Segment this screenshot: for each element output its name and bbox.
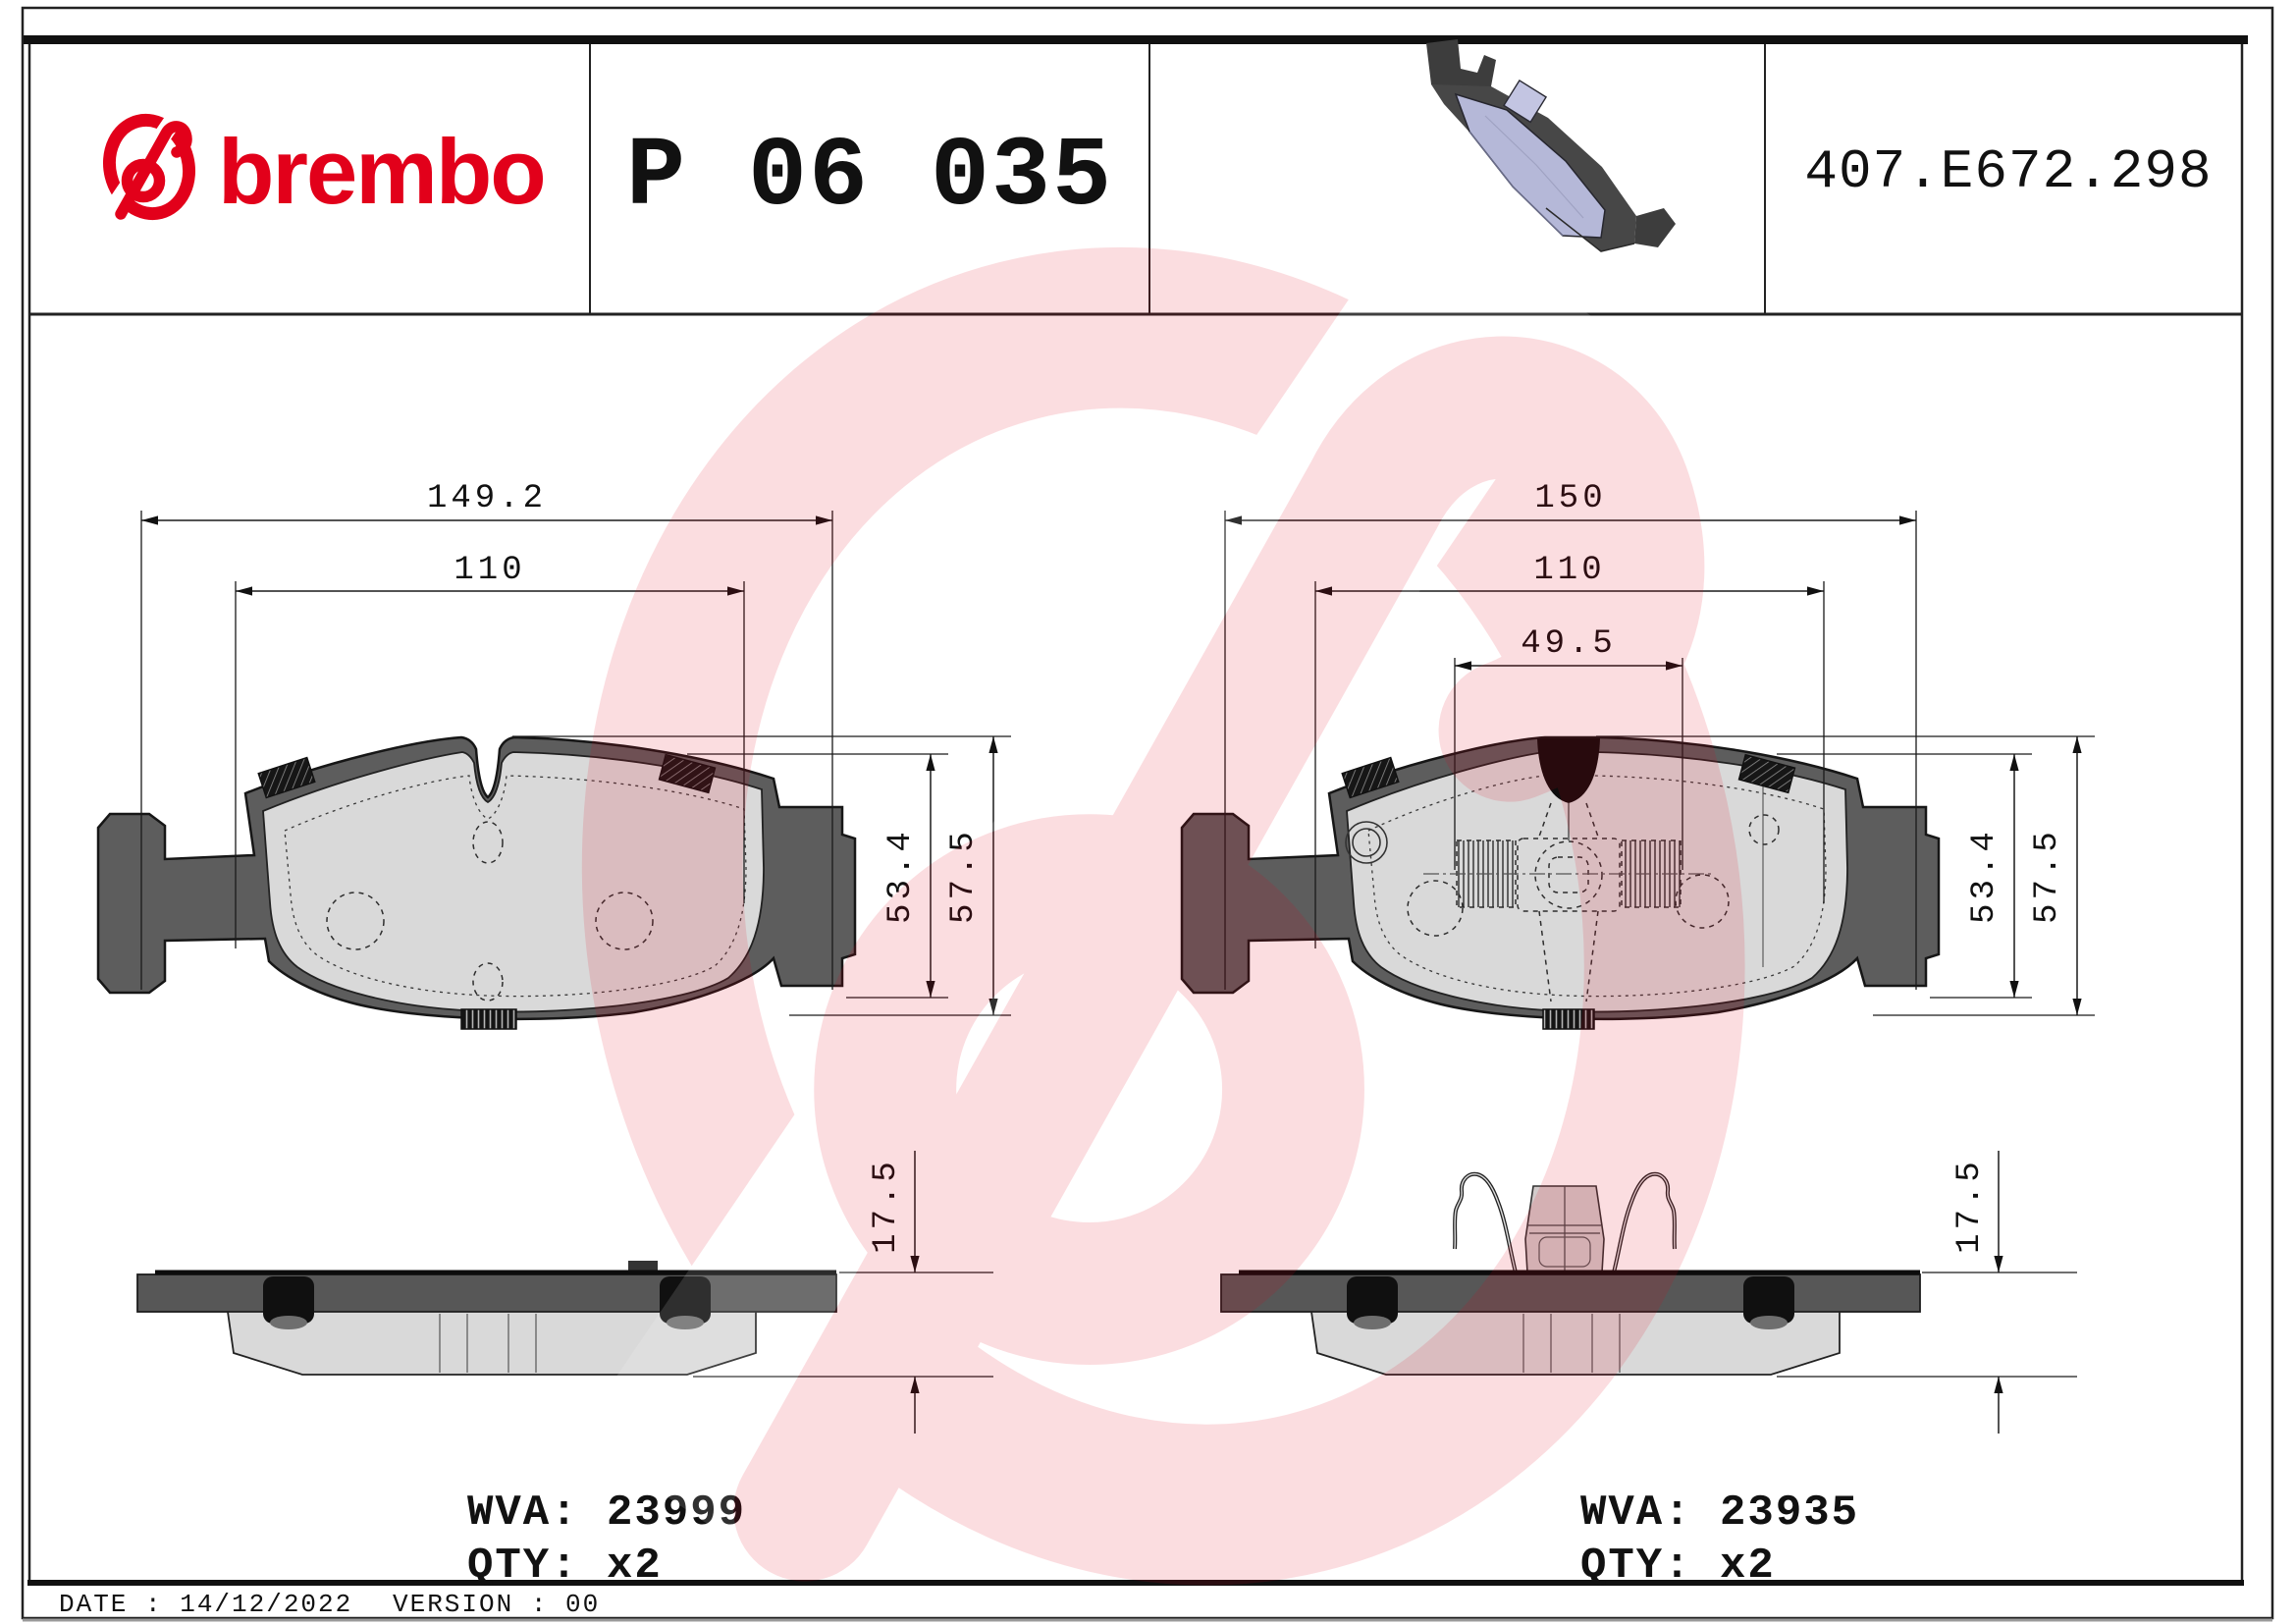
left-pad-side-view: 17.5 [136, 1151, 993, 1434]
dim-right-friction-height: 53.4 [1966, 828, 2003, 924]
left-side-rivet [263, 1276, 314, 1329]
brembo-logo-icon [100, 112, 199, 223]
left-side-backing-bar [136, 1273, 837, 1313]
dim-left-friction-height: 53.4 [882, 828, 920, 924]
dim-left-overall-width: 149.2 [427, 480, 547, 517]
left-pad-shim-tab-left [257, 756, 316, 799]
right-pad-front-view [1180, 735, 1941, 1030]
left-side-rivet [660, 1276, 711, 1329]
right-pad-friction-material [1346, 751, 1848, 1013]
footer-date: DATE : 14/12/2022 [59, 1590, 352, 1619]
dim-left-overall-height: 57.5 [945, 828, 983, 924]
dim-right-pad-width: 110 [1533, 552, 1605, 589]
dim-right-thickness: 17.5 [1951, 1158, 1989, 1254]
dim-right-spring-width: 49.5 [1521, 625, 1617, 663]
footer-version: VERSION : 00 [393, 1590, 600, 1619]
brake-pad-3d-render [1426, 39, 1676, 252]
left-pad-hole-left [326, 892, 385, 950]
right-pad-side-view: 17.5 [1220, 1151, 2077, 1434]
part-reference-labels: WVA: 23999 QTY: x2 WVA: 23935 QTY: x2 [467, 1489, 1859, 1591]
dim-left-pad-width: 110 [454, 552, 525, 589]
catalog-code: 407.E672.298 [1804, 140, 2212, 203]
part-number: P 06 035 [626, 123, 1113, 234]
right-wva-label: WVA: 23935 [1580, 1489, 1859, 1538]
footer: DATE : 14/12/2022 VERSION : 00 [59, 1590, 600, 1619]
header-title-block: brembo P 06 035 407.E672.298 [100, 39, 2212, 252]
left-qty-label: QTY: x2 [467, 1542, 663, 1591]
left-pad-friction-material [262, 751, 765, 1013]
left-pad-front-view [96, 735, 857, 1030]
right-qty-label: QTY: x2 [1580, 1542, 1776, 1591]
brand-wordmark: brembo [218, 120, 545, 223]
dim-left-thickness: 17.5 [868, 1158, 905, 1254]
right-side-rivet [1347, 1276, 1398, 1329]
dim-right-overall-height: 57.5 [2029, 828, 2066, 924]
anti-rattle-spring-clip [1453, 1171, 1677, 1273]
dim-right-overall-width: 150 [1534, 480, 1606, 517]
right-side-backing-bar [1220, 1273, 1921, 1313]
right-side-rivet [1743, 1276, 1794, 1329]
left-pad-bottom-clip [460, 1008, 517, 1030]
right-pad-bottom-clip [1542, 1008, 1595, 1030]
left-wva-label: WVA: 23999 [467, 1489, 746, 1538]
